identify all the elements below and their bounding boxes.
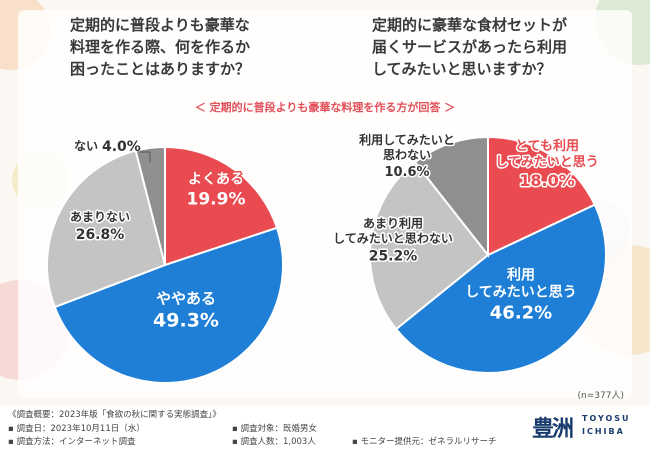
chart2-slice-value-3: 25.2% — [369, 249, 418, 265]
chart1-slice-name-4: ない — [74, 139, 98, 153]
logo-kanji: 豊洲 — [532, 416, 574, 442]
chart2-slice-2 — [394, 203, 607, 374]
survey-count: ▪ 調査人数：1,003人 — [232, 437, 316, 447]
chart2-slice-value-2: 46.2% — [490, 303, 552, 324]
chart2-slice-name-1: とても利用 — [515, 138, 579, 154]
survey-date: ▪ 調査日：2023年10月11日（水） — [8, 424, 145, 434]
chart1-label-2: ややある 49.3% — [152, 288, 221, 333]
chart1-slice-value-4: 4.0% — [102, 139, 141, 155]
chart2-slice-value-1: 18.0% — [519, 171, 575, 190]
chart1-slice-value-3: 26.8% — [76, 227, 125, 243]
chart2-slice-value-4: 10.6% — [384, 165, 429, 180]
chart1-label-4: ない 4.0% — [74, 139, 141, 155]
question-right: 定期的に豪華な食材セットが 届くサービスがあったら利用 してみたいと思いますか？ — [372, 16, 568, 78]
survey-target: ▪ 調査対象：既婚男女 — [232, 424, 317, 434]
chart1-slice-name-1: よくある — [188, 172, 244, 188]
logo-roman-bottom: ICHIBA — [582, 427, 625, 436]
chart1-slice-4 — [134, 145, 166, 266]
chart1-label-1: よくある 19.9% — [185, 170, 247, 211]
chart2-slice-name-4: 思わない — [383, 148, 431, 162]
chart1-slice-2 — [53, 226, 284, 384]
chart2-slice-4 — [413, 135, 489, 258]
chart2-slice-name-2: 利用 — [507, 267, 535, 284]
chart2-slice-name-1: してみたいと思う — [495, 155, 599, 170]
logo-roman-top: TOYOSU — [582, 414, 631, 423]
chart1-slice-3 — [46, 149, 167, 309]
respondent-subtitle: ＜ 定期的に普段よりも豪華な料理を作る方が回答 ＞ — [194, 101, 456, 114]
question-left: 定期的に普段よりも豪華な 料理を作る際、何を作るか 困ったことはありますか？ — [70, 16, 251, 78]
chart2-slice-name-3: してみたいと思わない — [333, 232, 453, 246]
chart2-slice-name-3: あまり利用 — [363, 216, 423, 231]
chart2-slice-1 — [487, 135, 597, 257]
chart1-slice-1 — [164, 145, 279, 267]
chart1-slice-name-2: ややある — [156, 290, 216, 308]
chart1-leader-line — [140, 151, 151, 162]
survey-provider: ▪ モニター提供元：ゼネラルリサーチ — [352, 437, 497, 447]
chart2-slice-name-4: 利用してみたいと — [359, 132, 455, 147]
chart2-slice-3 — [369, 160, 490, 331]
chart2-slice-name-2: してみたいと思う — [465, 285, 577, 301]
chart1-slice-value-2: 49.3% — [153, 310, 219, 332]
chart1-label-3: あまりない 26.8% — [68, 209, 131, 245]
chart1-slice-name-3: あまりない — [70, 210, 130, 224]
survey-footer — [0, 405, 650, 450]
chart1-slice-value-1: 19.9% — [187, 190, 246, 210]
survey-method: ▪ 調査方法：インターネット調査 — [8, 437, 136, 447]
survey-overview: 《調査概要：2023年版「食欲の秋に関する実態調査」》 — [8, 410, 221, 420]
sample-size-note: (n=377人) — [577, 391, 624, 401]
